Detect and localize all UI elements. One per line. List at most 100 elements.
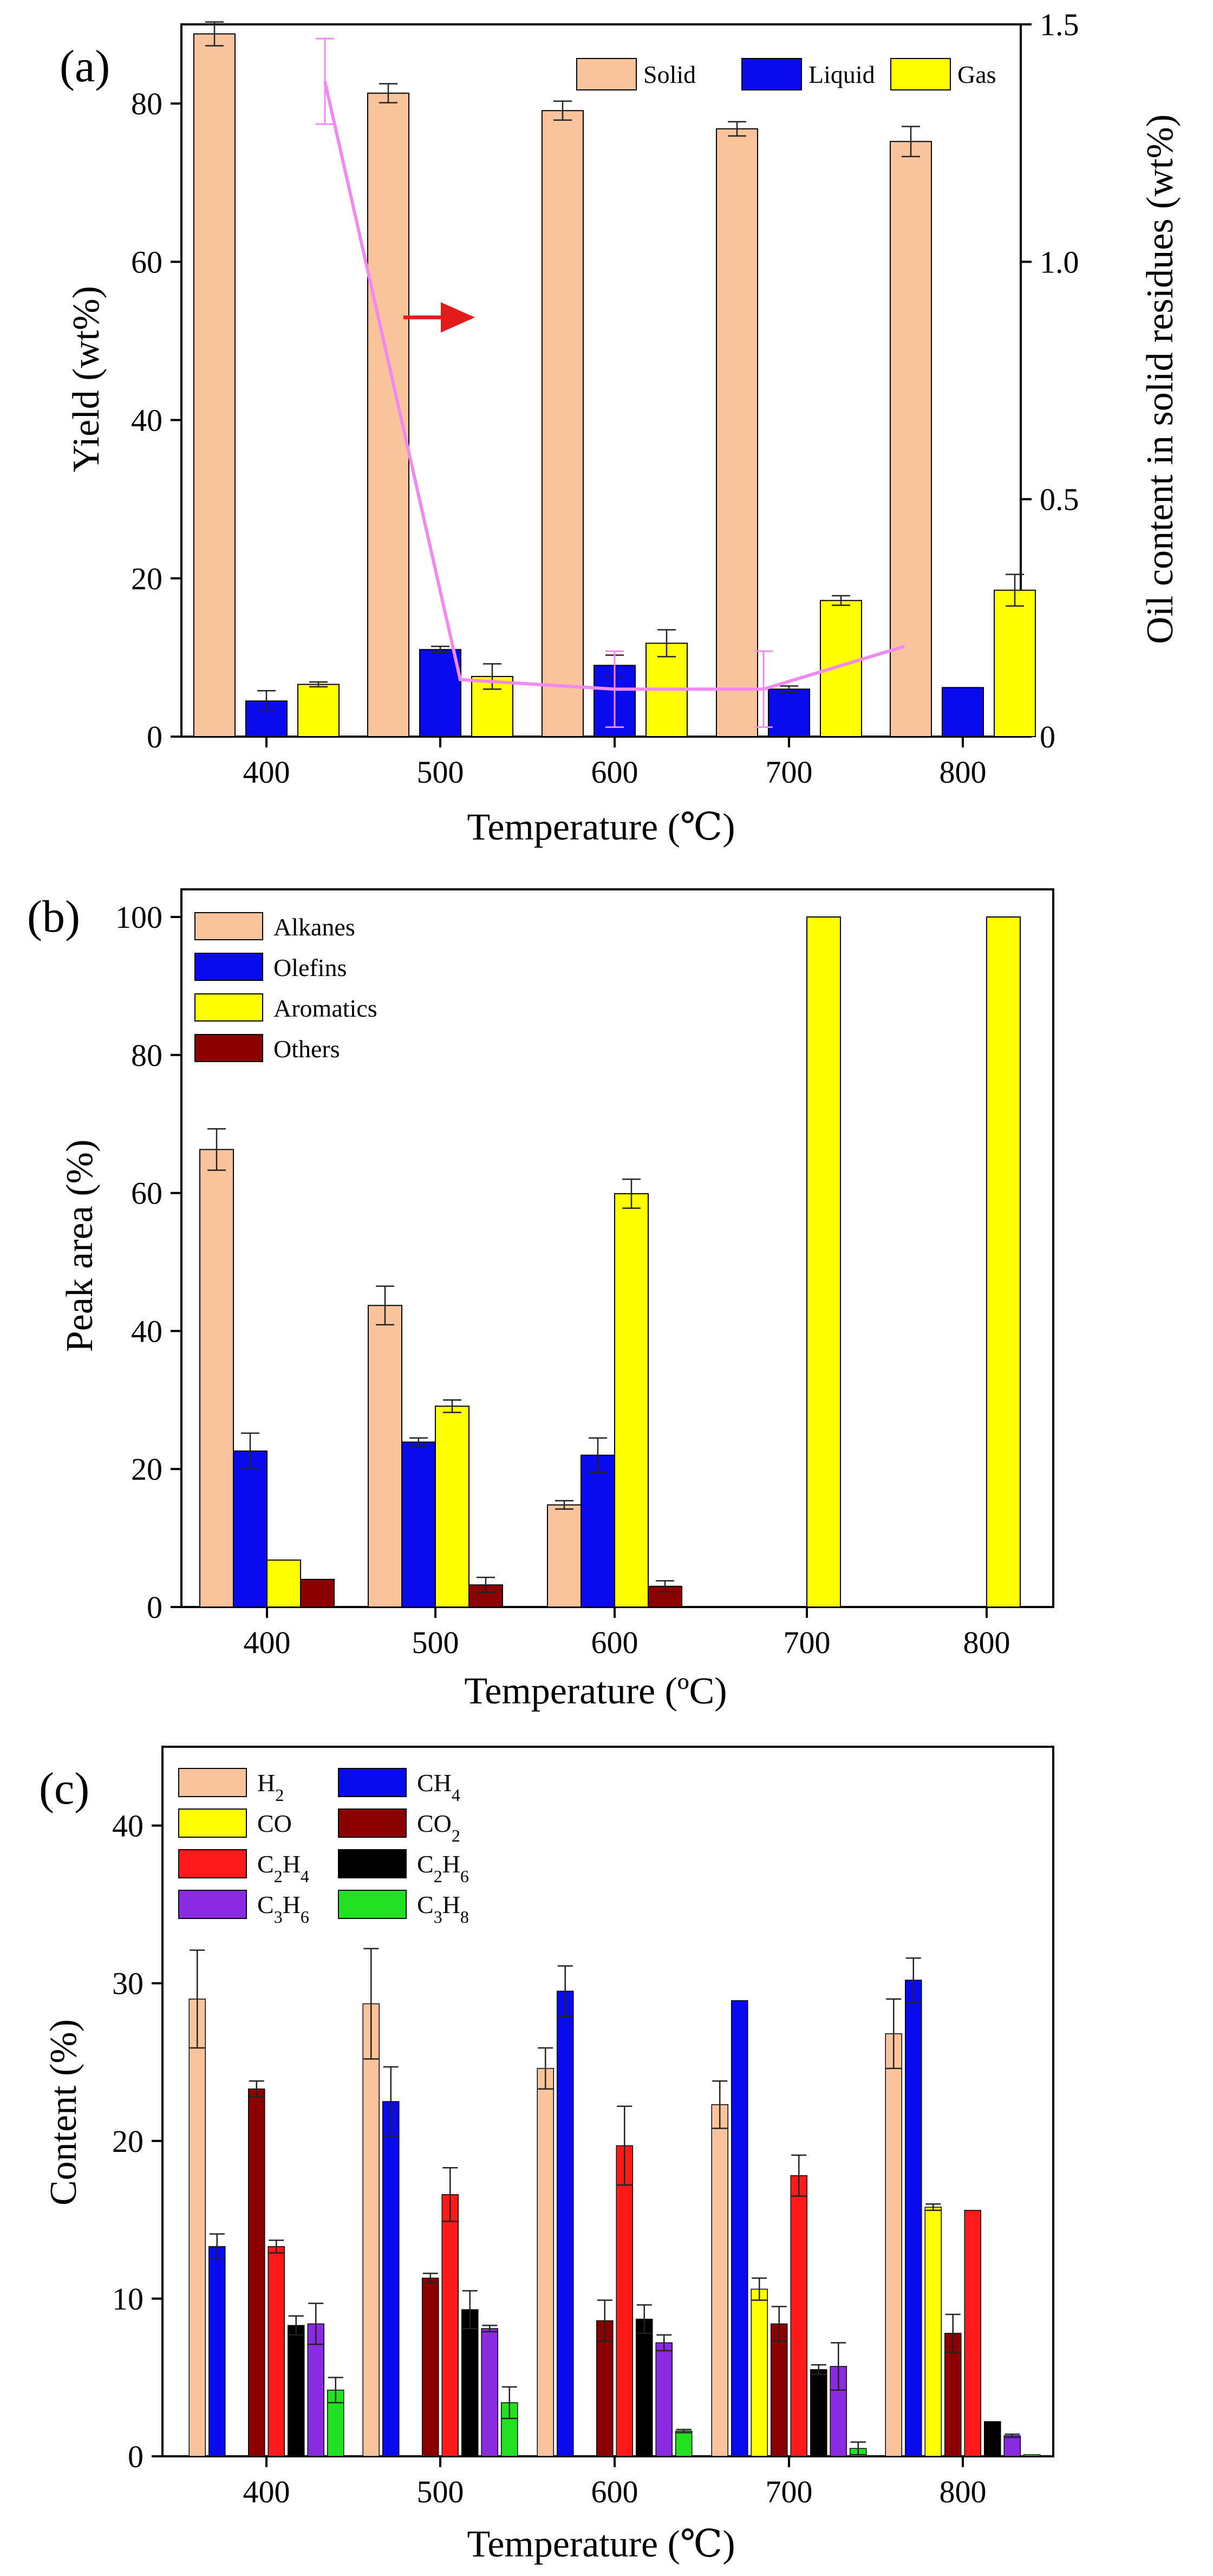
panel-b-chart: (b) 0 20 40 60 80 100 400 500 600 700 800 Peak ar… xyxy=(27,888,1054,1712)
panel-b-label: (b) xyxy=(27,892,80,942)
panel-b-xaxis-tick-label: 600 xyxy=(591,1625,638,1660)
solid-bar xyxy=(542,110,584,737)
aromatics-bar xyxy=(435,1406,469,1608)
panel-a-xaxis-tick-label: 400 xyxy=(243,754,290,790)
panel-b-xlabel: Temperature (ºC) xyxy=(464,1670,727,1712)
liquid-bar xyxy=(942,687,984,738)
legend-aromatics-label: Aromatics xyxy=(273,994,377,1022)
others-bar xyxy=(300,1579,335,1608)
solid-bar xyxy=(193,33,236,738)
panel-b-yaxis-tick-label: 100 xyxy=(115,900,162,935)
co-bar xyxy=(751,2288,768,2457)
c3h8-bar xyxy=(1023,2454,1041,2457)
legend-h2-label: H2 xyxy=(257,1769,284,1805)
c2h6-bar xyxy=(636,2318,653,2457)
panel-c-xlabel: Temperature (℃) xyxy=(467,2523,735,2565)
c2h6-bar xyxy=(810,2369,827,2457)
panel-c-xaxis-tick-label: 500 xyxy=(417,2474,464,2509)
c2h4-bar xyxy=(790,2175,807,2457)
ch4-bar xyxy=(905,1980,922,2457)
aromatics-bar xyxy=(986,916,1021,1608)
liquid-bar xyxy=(419,649,461,738)
legend-others-label: Others xyxy=(273,1035,340,1063)
panel-c-yaxis-tick-label: 20 xyxy=(112,2124,144,2159)
panel-b-xaxis-tick-label: 700 xyxy=(784,1625,831,1660)
legend-liquid-label: Liquid xyxy=(808,61,875,88)
h2-bar xyxy=(711,2104,728,2457)
legend-liquid-swatch xyxy=(741,58,802,90)
panel-b-xaxis-tick-label: 500 xyxy=(412,1625,459,1660)
legend-aromatics-swatch xyxy=(194,993,263,1022)
panel-a-y2axis-tick-label: 1.5 xyxy=(1040,7,1079,42)
legend-others-swatch xyxy=(194,1034,263,1062)
panel-b-yaxis-tick-label: 60 xyxy=(131,1176,162,1211)
panel-c-yaxis-tick-label: 0 xyxy=(128,2439,144,2474)
solid-bar xyxy=(716,128,758,737)
panel-b-yaxis-tick-label: 20 xyxy=(131,1452,162,1487)
legend-co-swatch xyxy=(178,1809,247,1838)
legend-solid-swatch xyxy=(576,58,637,90)
gas-bar xyxy=(297,684,340,737)
c3h6-bar xyxy=(655,2342,673,2457)
ch4-bar xyxy=(557,1990,574,2457)
co2-bar xyxy=(248,2088,265,2457)
c2h6-bar xyxy=(984,2421,1001,2457)
h2-bar xyxy=(362,2003,380,2457)
panel-a-xaxis-tick-label: 700 xyxy=(766,754,813,790)
panel-b-ylabel: Peak area (%) xyxy=(59,1140,101,1352)
legend-c3h8-label: C3H8 xyxy=(417,1891,469,1927)
panel-a-yaxis-tick-label: 40 xyxy=(131,403,162,438)
c3h6-bar xyxy=(307,2323,324,2457)
legend-c2h4-swatch xyxy=(178,1849,247,1878)
panel-b-yaxis-tick-label: 40 xyxy=(131,1313,162,1349)
c3h8-bar xyxy=(675,2430,693,2457)
c3h6-bar xyxy=(481,2328,498,2457)
alkanes-bar xyxy=(547,1504,582,1608)
h2-bar xyxy=(885,2033,902,2457)
panel-c-xaxis-tick-label: 400 xyxy=(243,2474,290,2509)
legend-c2h6-label: C2H6 xyxy=(417,1850,469,1886)
olefins-bar xyxy=(401,1441,436,1608)
c2h4-bar xyxy=(268,2246,285,2457)
panel-a-ylabel: Yield (wt%) xyxy=(66,286,107,472)
co2-bar xyxy=(944,2333,962,2457)
legend-alkanes-swatch xyxy=(194,912,263,940)
panel-c-label: (c) xyxy=(39,1764,89,1814)
legend-solid-label: Solid xyxy=(643,61,696,88)
legend-c2h6-swatch xyxy=(338,1849,407,1878)
legend-h2-swatch xyxy=(178,1768,247,1797)
panel-a-yaxis-tick-label: 60 xyxy=(131,244,162,279)
legend-olefins-label: Olefins xyxy=(273,954,347,981)
legend-gas-label: Gas xyxy=(957,61,996,88)
co2-bar xyxy=(771,2323,788,2457)
panel-a-xlabel: Temperature (℃) xyxy=(467,806,735,848)
ch4-bar xyxy=(382,2101,400,2457)
alkanes-bar xyxy=(368,1305,402,1608)
legend-ch4-label: CH4 xyxy=(417,1769,460,1805)
panel-c-yaxis-tick-label: 40 xyxy=(112,1809,144,1844)
liquid-bar xyxy=(768,688,810,738)
panel-a-legend: Solid Liquid Gas xyxy=(576,58,996,90)
olefins-bar xyxy=(233,1450,268,1608)
legend-co2-label: CO2 xyxy=(417,1810,460,1845)
panel-c-yaxis-tick-label: 10 xyxy=(112,2281,144,2317)
ch4-bar xyxy=(731,2000,748,2457)
legend-olefins-swatch xyxy=(194,953,263,981)
c2h4-bar xyxy=(964,2210,981,2457)
legend-c3h8-swatch xyxy=(338,1890,407,1919)
panel-c-yaxis-tick-label: 30 xyxy=(112,1966,144,2001)
panel-c-xaxis-tick-label: 700 xyxy=(766,2474,813,2509)
co-bar xyxy=(924,2207,942,2457)
panel-c-chart: (c) 0 10 20 30 40 400 500 600 700 800 Content (%… xyxy=(39,1746,1054,2565)
c2h6-bar xyxy=(461,2309,479,2457)
legend-ch4-swatch xyxy=(338,1768,407,1797)
h2-bar xyxy=(188,1999,206,2457)
legend-c3h6-swatch xyxy=(178,1890,247,1919)
panel-a-y2label: Oil content in solid residues (wt%) xyxy=(1139,114,1181,644)
liquid-bar xyxy=(245,700,288,737)
panel-a-xaxis-tick-label: 800 xyxy=(940,754,987,790)
legend-co2-swatch xyxy=(338,1809,407,1838)
panel-a-y2axis-tick-label: 0.5 xyxy=(1040,482,1079,517)
co2-bar xyxy=(596,2320,614,2457)
